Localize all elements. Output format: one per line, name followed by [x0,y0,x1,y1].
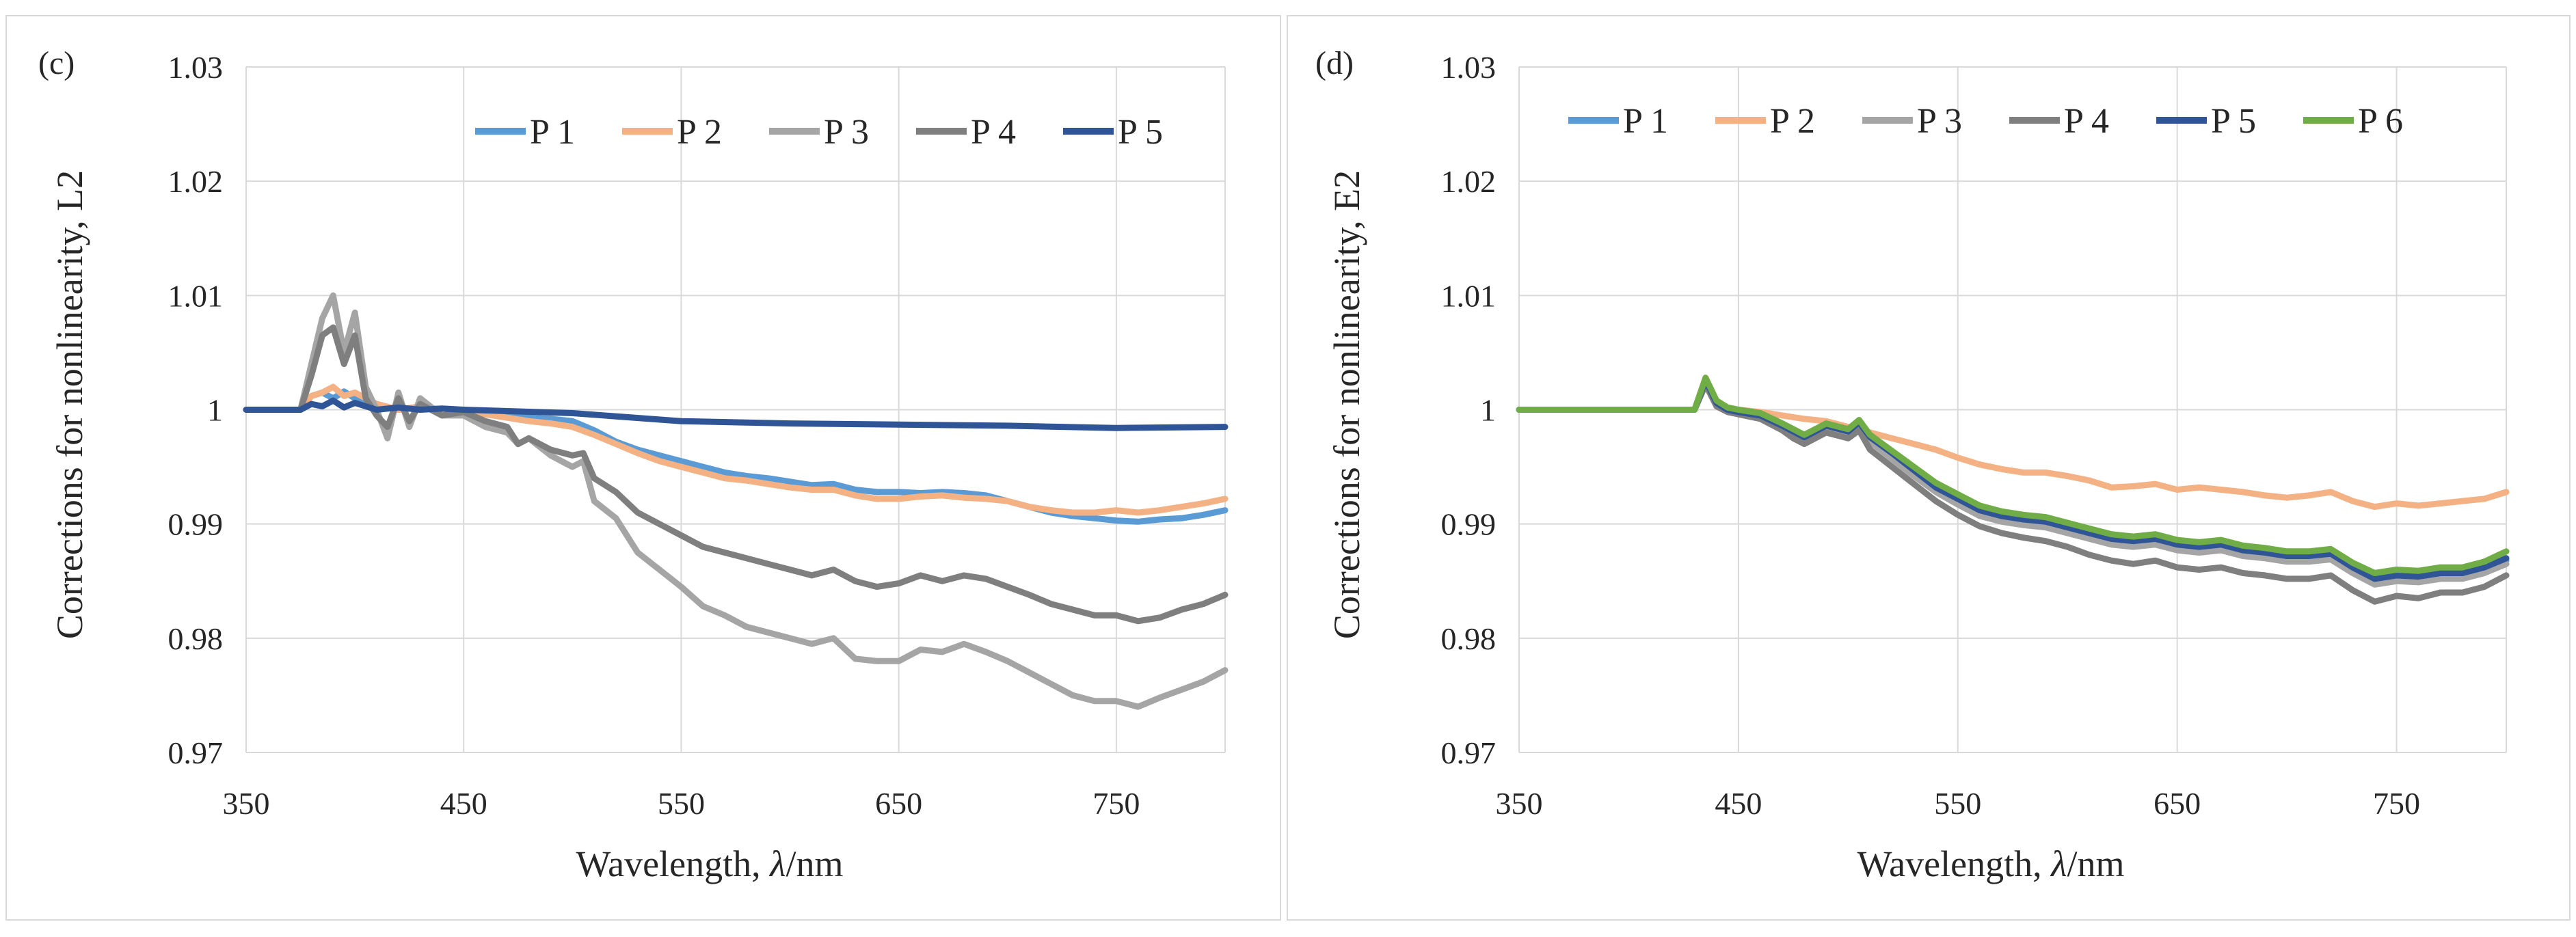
series-line-p6 [1516,375,2510,576]
series-line-p4 [1516,381,2510,605]
legend: P 1 P 2 P 3 P 4 P 5 [475,113,1163,152]
y-tick-label: 1.02 [1441,164,1497,199]
chart-panel-c: 0.97 0.98 0.99 1 1.01 1.02 1.03 350 450 550 650 750… [5,15,1281,921]
x-axis-title: Wavelength, λ/nm [576,843,844,884]
y-tick-label: 0.99 [168,507,224,542]
legend-label: P 1 [1623,102,1668,141]
series-line-p4 [243,324,1229,625]
y-axis-title: Corrections for nonlinearity, E2 [1326,170,1367,639]
panel-label: (c) [38,45,75,81]
y-tick-label: 1.02 [168,164,224,199]
x-tick-label: 350 [1496,786,1543,821]
legend-label: P 1 [530,113,575,152]
y-tick-label: 0.98 [168,621,224,656]
y-tick-label: 1.01 [168,278,224,313]
legend-label: P 4 [971,113,1016,152]
series-line-p2 [1516,375,2510,511]
y-tick-label: 1 [1480,393,1496,428]
chart-panel-d: 0.97 0.98 0.99 1 1.01 1.02 1.03 350 450 550 650 750… [1287,15,2571,921]
legend-label: P 5 [2211,102,2256,141]
legend-label: P 3 [824,113,869,152]
x-tick-label: 650 [875,786,922,821]
y-tick-label: 0.99 [1441,507,1497,542]
x-tick-label: 750 [2373,786,2420,821]
x-axis-title: Wavelength, λ/nm [1857,843,2125,884]
y-axis-title: Corrections for nonlinearity, L2 [49,170,90,639]
x-tick-label: 650 [2154,786,2201,821]
y-tick-label: 1.03 [168,50,224,85]
x-tick-label: 550 [658,786,705,821]
x-tick-label: 550 [1934,786,1981,821]
legend-label: P 4 [2064,102,2109,141]
y-tick-label: 0.97 [1441,735,1497,770]
legend: P 1 P 2 P 3 P 4 P 5 P 6 [1568,102,2403,141]
y-tick-label: 1.01 [1441,278,1497,313]
y-tick-label: 1 [207,393,223,428]
legend-label: P 6 [2358,102,2403,141]
legend-label: P 2 [677,113,722,152]
x-tick-label: 450 [1715,786,1762,821]
x-tick-label: 450 [440,786,487,821]
series-line-p3 [243,292,1229,710]
legend-label: P 2 [1770,102,1815,141]
y-tick-label: 1.03 [1441,50,1497,85]
y-tick-label: 0.97 [168,735,224,770]
x-tick-label: 350 [223,786,270,821]
chart-d-svg: 0.97 0.98 0.99 1 1.01 1.02 1.03 350 450 550 650 750… [1315,45,2510,884]
x-tick-label: 750 [1092,786,1140,821]
series-line-p5 [243,397,1229,431]
panel-label: (d) [1315,45,1354,81]
chart-c-svg: 0.97 0.98 0.99 1 1.01 1.02 1.03 350 450 550 650 750… [38,45,1229,884]
legend-label: P 3 [1917,102,1962,141]
legend-label: P 5 [1118,113,1163,152]
y-tick-label: 0.98 [1441,621,1497,656]
